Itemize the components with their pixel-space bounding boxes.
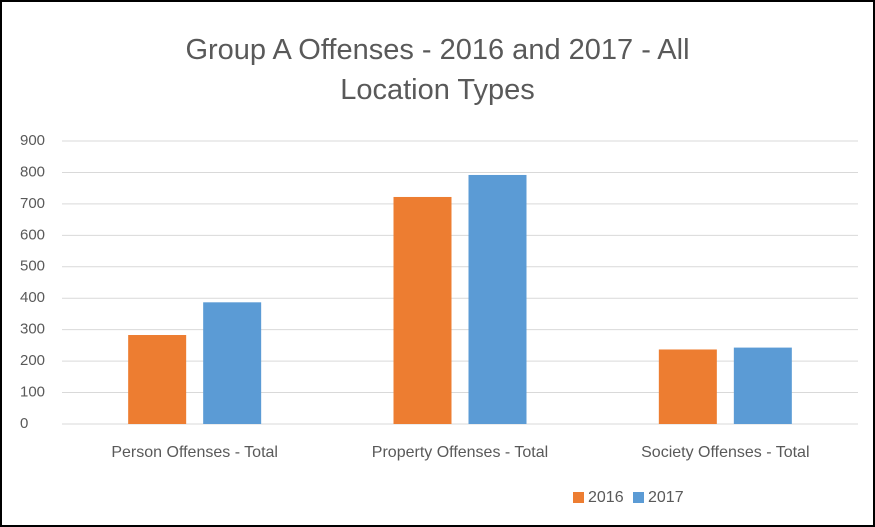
y-tick-label: 800 [20,163,45,180]
y-tick-label: 700 [20,195,45,212]
y-tick-label: 600 [20,226,45,243]
legend-swatch [633,492,644,503]
y-tick-label: 0 [20,415,28,432]
y-tick-label: 500 [20,258,45,275]
y-tick-label: 400 [20,289,45,306]
bar [128,335,187,424]
bar [468,174,527,424]
chart-title: Group A Offenses - 2016 and 2017 - All L… [185,34,690,106]
y-tick-label: 900 [20,132,45,149]
bar [658,349,717,424]
legend-label: 2017 [648,489,684,506]
y-tick-label: 300 [20,321,45,338]
x-tick-label: Society Offenses - Total [641,444,809,461]
bar [203,302,262,424]
bar [393,196,452,424]
legend-label: 2016 [588,489,624,506]
legend-swatch [573,492,584,503]
bar [733,347,792,424]
x-tick-label: Person Offenses - Total [111,444,278,461]
x-tick-label: Property Offenses - Total [372,444,548,461]
y-tick-label: 100 [20,384,45,401]
y-tick-label: 200 [20,352,45,369]
